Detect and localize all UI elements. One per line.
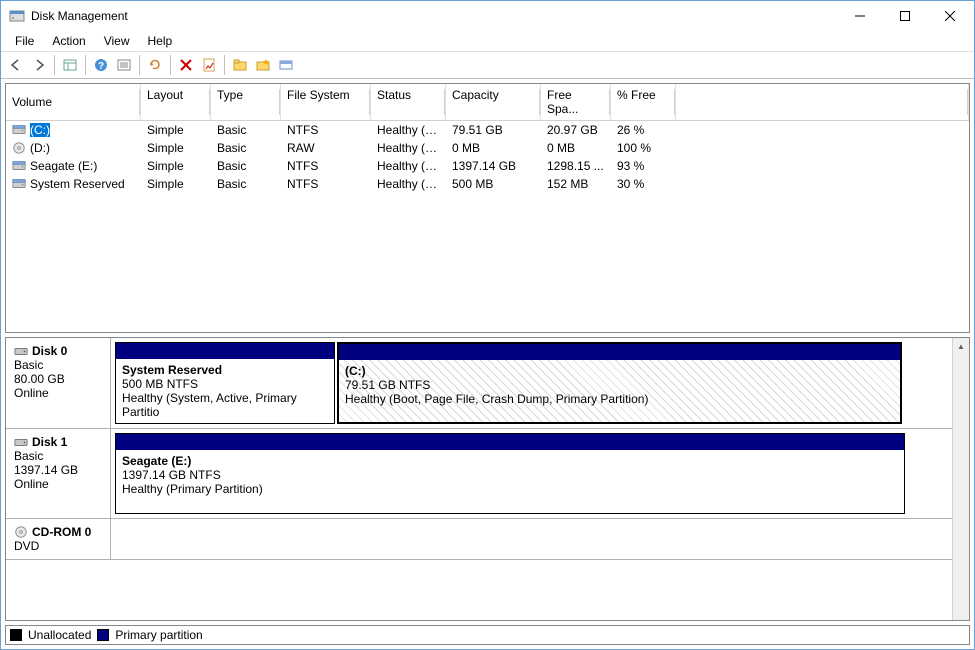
legend: Unallocated Primary partition bbox=[5, 625, 970, 645]
forward-button[interactable] bbox=[28, 54, 50, 76]
panel-icon bbox=[63, 58, 77, 72]
close-icon bbox=[945, 11, 955, 21]
properties-icon bbox=[202, 58, 216, 72]
settings-button[interactable] bbox=[113, 54, 135, 76]
primary-swatch bbox=[97, 629, 109, 641]
action1-button[interactable] bbox=[229, 54, 251, 76]
show-hide-button[interactable] bbox=[59, 54, 81, 76]
volume-row[interactable]: Seagate (E:)SimpleBasicNTFSHealthy (P...… bbox=[6, 157, 969, 175]
svg-text:?: ? bbox=[98, 61, 104, 72]
col-free[interactable]: Free Spa... bbox=[541, 84, 611, 120]
disk-label: CD-ROM 0DVD bbox=[6, 519, 111, 559]
menu-file[interactable]: File bbox=[7, 32, 42, 50]
partition-body: Seagate (E:)1397.14 GB NTFSHealthy (Prim… bbox=[116, 450, 904, 513]
folder-icon bbox=[233, 58, 247, 72]
col-type[interactable]: Type bbox=[211, 84, 281, 120]
unallocated-swatch bbox=[10, 629, 22, 641]
help-button[interactable]: ? bbox=[90, 54, 112, 76]
layout-icon bbox=[279, 58, 293, 72]
volume-table[interactable]: Volume Layout Type File System Status Ca… bbox=[5, 83, 970, 333]
app-icon bbox=[9, 8, 25, 24]
maximize-button[interactable] bbox=[882, 2, 927, 30]
help-icon: ? bbox=[94, 58, 108, 72]
col-layout[interactable]: Layout bbox=[141, 84, 211, 120]
content-area: Volume Layout Type File System Status Ca… bbox=[1, 79, 974, 649]
partition-body: System Reserved500 MB NTFSHealthy (Syste… bbox=[116, 359, 334, 423]
volume-rows: (C:)SimpleBasicNTFSHealthy (B...79.51 GB… bbox=[6, 121, 969, 193]
minimize-button[interactable] bbox=[837, 2, 882, 30]
disk-partitions bbox=[111, 519, 952, 559]
menu-view[interactable]: View bbox=[96, 32, 138, 50]
disk-label: Disk 1Basic1397.14 GBOnline bbox=[6, 429, 111, 518]
toolbar-separator bbox=[54, 55, 55, 75]
delete-button[interactable] bbox=[175, 54, 197, 76]
partition-header bbox=[116, 343, 334, 359]
col-volume[interactable]: Volume bbox=[6, 84, 141, 120]
disk-row: Disk 0Basic80.00 GBOnlineSystem Reserved… bbox=[6, 338, 952, 429]
delete-icon bbox=[179, 58, 193, 72]
volume-row[interactable]: (D:)SimpleBasicRAWHealthy (P...0 MB0 MB1… bbox=[6, 139, 969, 157]
partition-header bbox=[339, 344, 900, 360]
menu-help[interactable]: Help bbox=[140, 32, 181, 50]
partition-box[interactable]: System Reserved500 MB NTFSHealthy (Syste… bbox=[115, 342, 335, 424]
disk-panel[interactable]: Disk 0Basic80.00 GBOnlineSystem Reserved… bbox=[5, 337, 970, 621]
toolbar-separator bbox=[170, 55, 171, 75]
forward-icon bbox=[32, 58, 46, 72]
partition-box[interactable]: Seagate (E:)1397.14 GB NTFSHealthy (Prim… bbox=[115, 433, 905, 514]
col-spacer bbox=[676, 84, 969, 120]
action3-button[interactable] bbox=[275, 54, 297, 76]
toolbar: ? bbox=[1, 51, 974, 79]
partition-box[interactable]: (C:)79.51 GB NTFSHealthy (Boot, Page Fil… bbox=[337, 342, 902, 424]
volume-row[interactable]: (C:)SimpleBasicNTFSHealthy (B...79.51 GB… bbox=[6, 121, 969, 139]
col-fs[interactable]: File System bbox=[281, 84, 371, 120]
refresh-button[interactable] bbox=[144, 54, 166, 76]
minimize-icon bbox=[855, 11, 865, 21]
action2-button[interactable] bbox=[252, 54, 274, 76]
disk-rows: Disk 0Basic80.00 GBOnlineSystem Reserved… bbox=[6, 338, 952, 560]
disk-management-window: Disk Management File Action View Help ? bbox=[0, 0, 975, 650]
disk-row: CD-ROM 0DVD bbox=[6, 519, 952, 560]
back-icon bbox=[9, 58, 23, 72]
close-button[interactable] bbox=[927, 2, 972, 30]
folder-star-icon bbox=[256, 58, 270, 72]
maximize-icon bbox=[900, 11, 910, 21]
toolbar-separator bbox=[139, 55, 140, 75]
partition-body: (C:)79.51 GB NTFSHealthy (Boot, Page Fil… bbox=[339, 360, 900, 422]
menu-action[interactable]: Action bbox=[44, 32, 93, 50]
volume-row[interactable]: System ReservedSimpleBasicNTFSHealthy (S… bbox=[6, 175, 969, 193]
legend-primary: Primary partition bbox=[115, 628, 202, 642]
partition-header bbox=[116, 434, 904, 450]
titlebar: Disk Management bbox=[1, 1, 974, 31]
list-icon bbox=[117, 58, 131, 72]
col-capacity[interactable]: Capacity bbox=[446, 84, 541, 120]
scrollbar[interactable]: ▲ bbox=[952, 338, 969, 620]
volume-header: Volume Layout Type File System Status Ca… bbox=[6, 84, 969, 121]
col-pct[interactable]: % Free bbox=[611, 84, 676, 120]
scroll-up-button[interactable]: ▲ bbox=[953, 338, 969, 355]
disk-row: Disk 1Basic1397.14 GBOnlineSeagate (E:)1… bbox=[6, 429, 952, 519]
legend-unallocated: Unallocated bbox=[28, 628, 91, 642]
properties-button[interactable] bbox=[198, 54, 220, 76]
window-controls bbox=[837, 2, 972, 30]
disk-partitions: System Reserved500 MB NTFSHealthy (Syste… bbox=[111, 338, 952, 428]
disk-label: Disk 0Basic80.00 GBOnline bbox=[6, 338, 111, 428]
toolbar-separator bbox=[85, 55, 86, 75]
menubar: File Action View Help bbox=[1, 31, 974, 51]
refresh-icon bbox=[148, 58, 162, 72]
col-status[interactable]: Status bbox=[371, 84, 446, 120]
toolbar-separator bbox=[224, 55, 225, 75]
window-title: Disk Management bbox=[31, 9, 837, 23]
disk-partitions: Seagate (E:)1397.14 GB NTFSHealthy (Prim… bbox=[111, 429, 952, 518]
back-button[interactable] bbox=[5, 54, 27, 76]
